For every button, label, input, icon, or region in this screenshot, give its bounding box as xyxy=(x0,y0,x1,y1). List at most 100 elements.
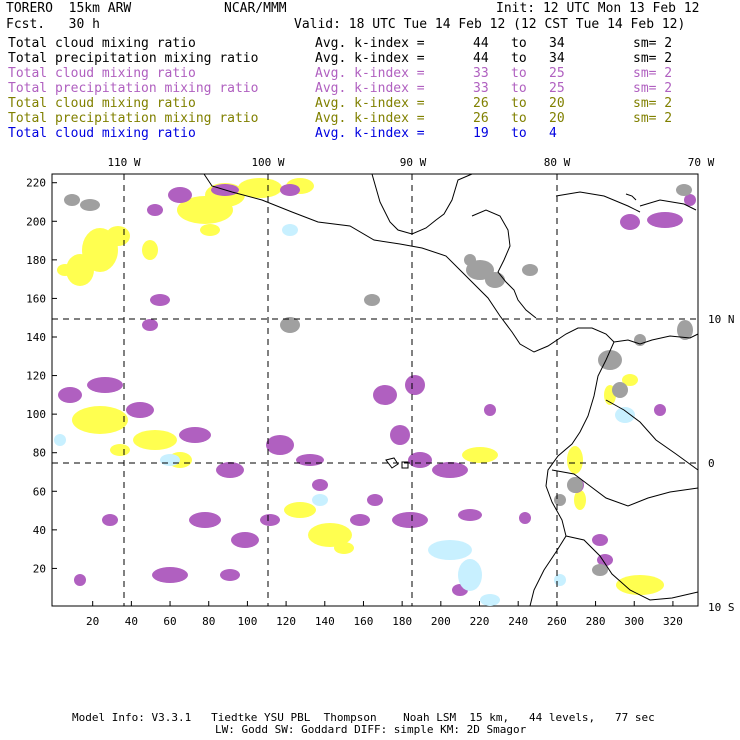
y-tick-label: 220 xyxy=(26,177,46,190)
yellow-cloud-patch xyxy=(622,374,638,386)
lightblue-cloud-patch xyxy=(282,224,298,236)
purple-cloud-patch xyxy=(220,569,240,581)
y-tick-label: 100 xyxy=(26,408,46,421)
legend-to-value: 25 xyxy=(549,81,565,96)
colombia-venezuela xyxy=(613,333,699,345)
legend-to-value: 4 xyxy=(549,126,557,141)
gray-cloud-patch xyxy=(592,564,608,576)
legend-from: 44 xyxy=(473,36,489,51)
gray-cloud-patch xyxy=(464,254,476,266)
model-name: TORERO 15km ARW xyxy=(6,1,132,16)
yellow-cloud-patch xyxy=(284,502,316,518)
legend-field: Total cloud mixing ratio xyxy=(8,66,196,81)
purple-cloud-patch xyxy=(367,494,383,506)
purple-cloud-patch xyxy=(147,204,163,216)
legend-to: to xyxy=(511,111,527,126)
x-ticks: 20 40 60 80 100 120 140 160 180 200 220 240 260 280 30… xyxy=(86,601,683,628)
lightblue-cloud-patch xyxy=(615,407,635,423)
south-america-interior xyxy=(605,399,699,471)
purple-cloud-patch xyxy=(620,214,640,230)
purple-cloud-patch xyxy=(684,194,696,206)
purple-cloud-patch xyxy=(373,385,397,405)
purple-cloud-patch xyxy=(260,514,280,526)
purple-cloud-patch xyxy=(87,377,123,393)
legend-to-value: 34 xyxy=(549,36,565,51)
ecuador-border xyxy=(551,469,699,507)
purple-cloud-patch xyxy=(458,509,482,521)
legend-to-value: 34 xyxy=(549,51,565,66)
lightblue-cloud-patch xyxy=(428,540,472,560)
legend-sm: sm= 2 xyxy=(633,36,673,51)
lat-labels: 10 N 0 10 S xyxy=(708,313,735,614)
yellow-cloud-patch xyxy=(200,224,220,236)
lightblue-cloud-patch xyxy=(312,494,328,506)
legend-sm: sm= 2 xyxy=(633,51,673,66)
legend-sm: sm= 2 xyxy=(633,96,673,111)
coastlines xyxy=(203,173,699,607)
init-time: Init: 12 UTC Mon 13 Feb 12 xyxy=(496,1,700,16)
purple-cloud-patch xyxy=(296,454,324,466)
purple-cloud-patch xyxy=(74,574,86,586)
legend-to: to xyxy=(511,126,527,141)
gray-cloud-patch xyxy=(676,184,692,196)
graticule xyxy=(52,174,698,606)
yellow-cloud-patch xyxy=(238,178,282,198)
galapagos-2 xyxy=(401,461,409,469)
x-tick-label: 180 xyxy=(392,615,412,628)
footer-physics-info: LW: Godd SW: Goddard DIFF: simple KM: 2D… xyxy=(215,723,527,736)
legend-sm: sm= 2 xyxy=(633,81,673,96)
x-tick-label: 20 xyxy=(86,615,99,628)
gray-cloud-patch xyxy=(598,350,622,370)
purple-cloud-patch xyxy=(647,212,683,228)
y-tick-label: 200 xyxy=(26,215,46,228)
legend-from: 19 xyxy=(473,126,489,141)
legend-from: 33 xyxy=(473,81,489,96)
gray-cloud-patch xyxy=(612,382,628,398)
yellow-cloud-patch xyxy=(133,430,177,450)
legend-to-value: 20 xyxy=(549,96,565,111)
purple-cloud-patch xyxy=(179,427,211,443)
legend-from: 26 xyxy=(473,96,489,111)
lon-label: 110 W xyxy=(107,156,140,169)
legend-kindex: Avg. k-index = xyxy=(315,81,425,96)
organization: NCAR/MMM xyxy=(224,1,287,16)
purple-cloud-patch xyxy=(592,534,608,546)
hispaniola xyxy=(639,199,697,211)
y-tick-label: 60 xyxy=(33,485,46,498)
gray-cloud-patch xyxy=(64,194,80,206)
gray-cloud-patch xyxy=(677,320,693,340)
legend-to: to xyxy=(511,66,527,81)
lat-label: 0 xyxy=(708,457,715,470)
yellow-cloud-patch xyxy=(616,575,664,595)
x-tick-label: 160 xyxy=(354,615,374,628)
legend-kindex: Avg. k-index = xyxy=(315,66,425,81)
mexico-coast xyxy=(203,173,615,607)
lightblue-cloud-patch xyxy=(554,574,566,586)
y-tick-label: 180 xyxy=(26,254,46,267)
legend-field: Total cloud mixing ratio xyxy=(8,96,196,111)
legend-to: to xyxy=(511,51,527,66)
gulf-coast xyxy=(371,173,473,235)
yellow-cloud-patch xyxy=(308,523,352,547)
legend-kindex: Avg. k-index = xyxy=(315,96,425,111)
yellow-cloud-patch xyxy=(574,490,586,510)
y-ticks: 20 40 60 80 100 120 140 160 180 200 220 xyxy=(26,177,57,575)
legend-field: Total precipitation mixing ratio xyxy=(8,111,259,126)
legend-from: 44 xyxy=(473,51,489,66)
x-tick-label: 300 xyxy=(624,615,644,628)
x-tick-label: 200 xyxy=(431,615,451,628)
purple-cloud-patch xyxy=(150,294,170,306)
legend-field: Total cloud mixing ratio xyxy=(8,126,196,141)
yellow-cloud-patch xyxy=(57,264,73,276)
lightblue-cloud-patch xyxy=(480,594,500,606)
y-tick-label: 140 xyxy=(26,331,46,344)
legend-to: to xyxy=(511,81,527,96)
legend-field: Total cloud mixing ratio xyxy=(8,36,196,51)
gray-cloud-patch xyxy=(554,494,566,506)
legend-kindex: Avg. k-index = xyxy=(315,36,425,51)
purple-cloud-patch xyxy=(654,404,666,416)
legend-kindex: Avg. k-index = xyxy=(315,51,425,66)
galapagos-1 xyxy=(385,457,399,469)
x-tick-label: 280 xyxy=(586,615,606,628)
